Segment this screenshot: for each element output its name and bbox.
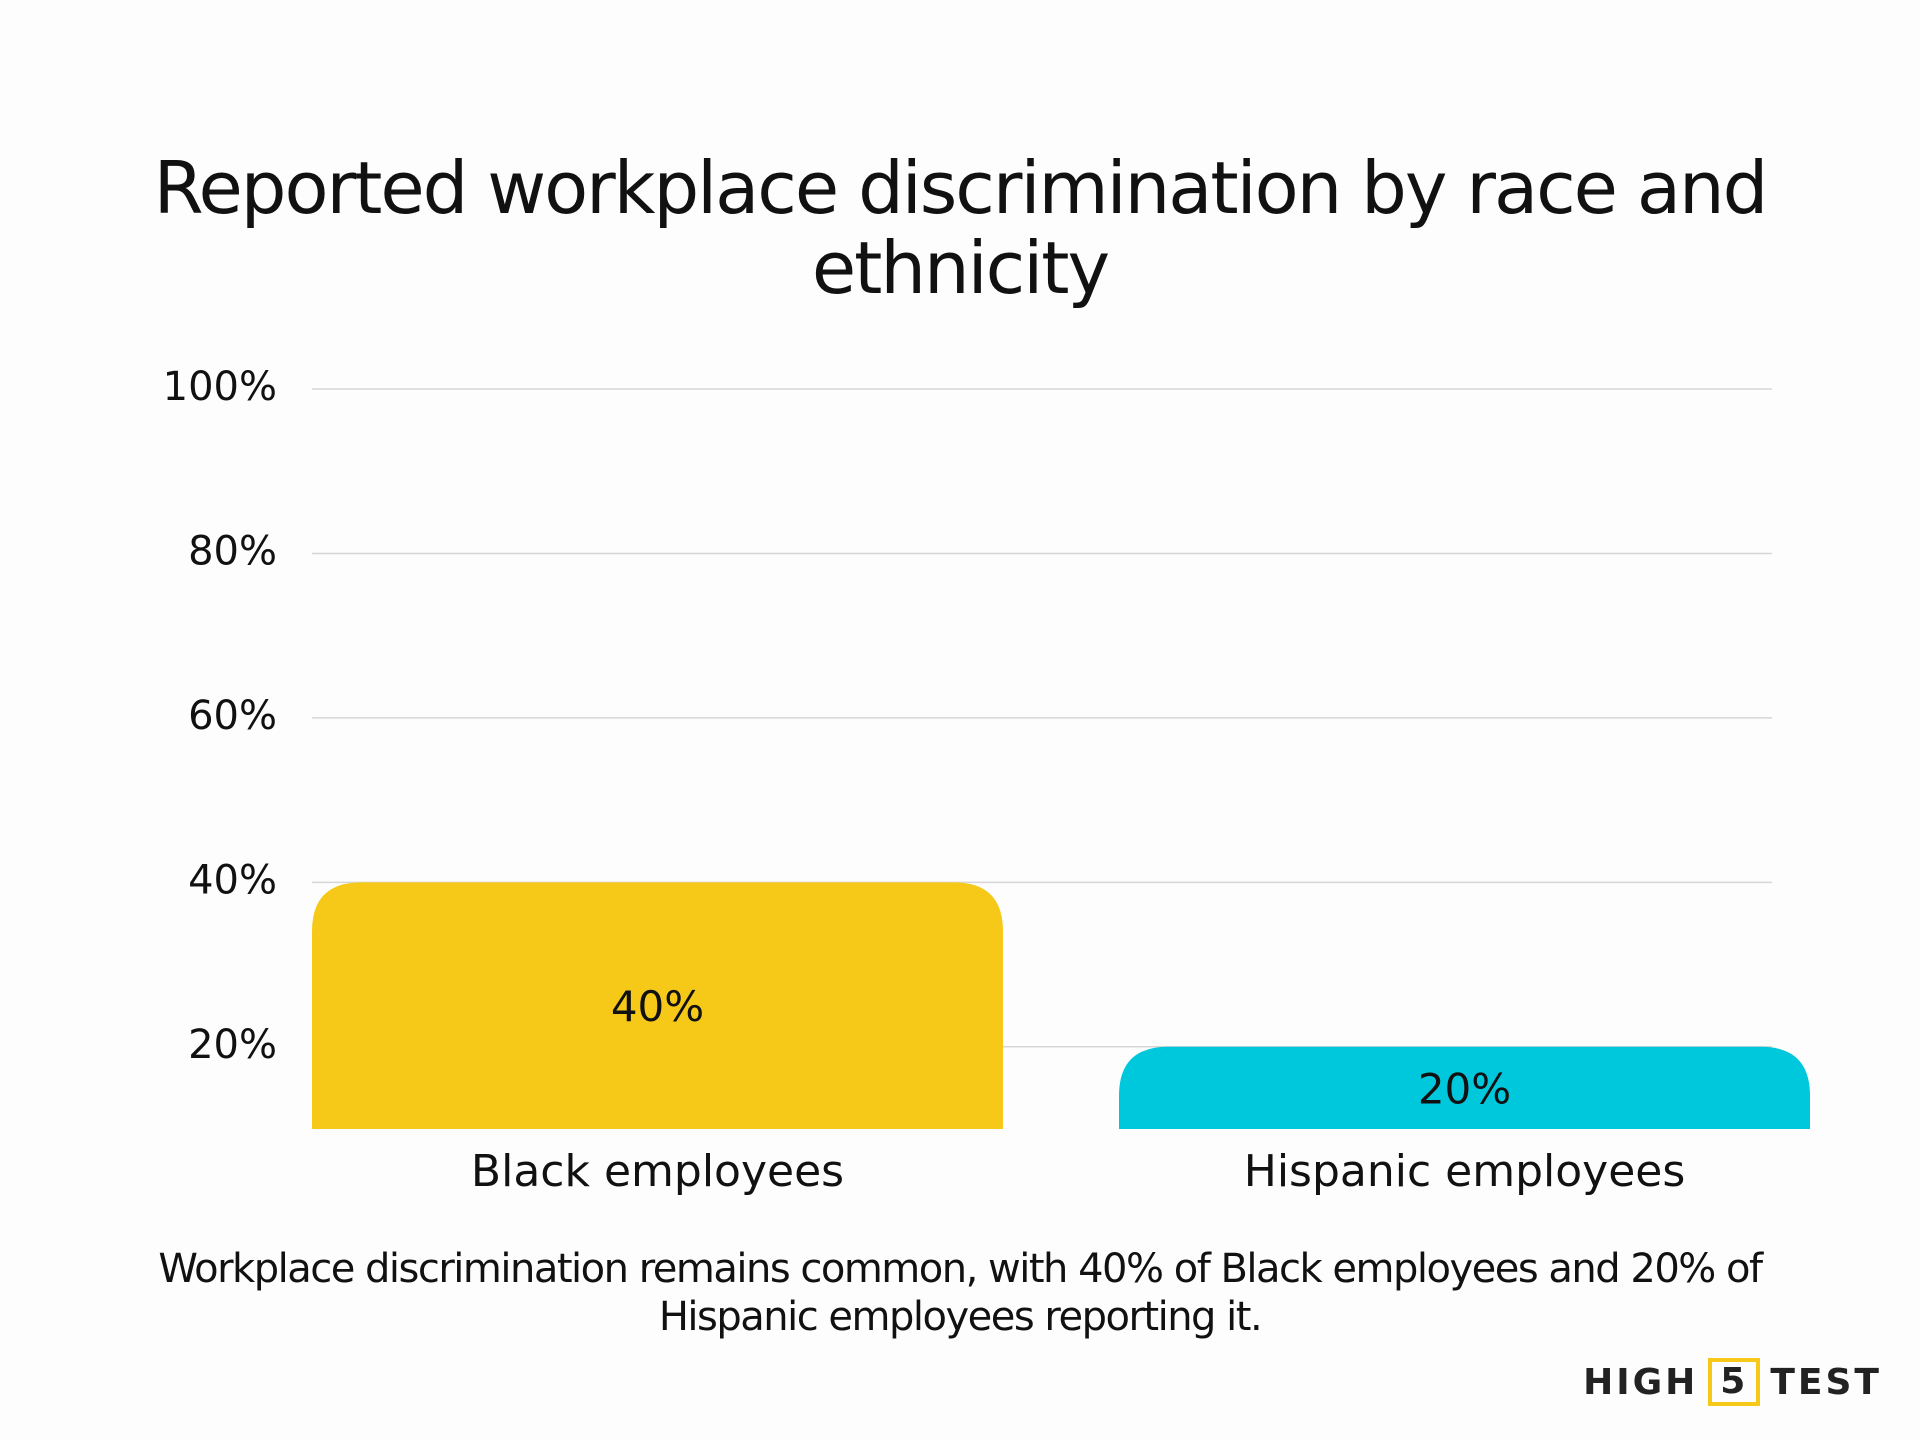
- logo: HIGH 5 TEST: [1583, 1358, 1882, 1406]
- logo-badge: 5: [1708, 1358, 1761, 1406]
- y-tick-label: 20%: [188, 1022, 277, 1068]
- y-tick-label: 60%: [188, 693, 277, 739]
- bar: [312, 882, 1003, 1129]
- y-tick-label: 40%: [188, 857, 277, 903]
- logo-text: TEST: [1770, 1361, 1882, 1403]
- x-tick-label: Hispanic employees: [1244, 1146, 1686, 1197]
- y-tick-label: 80%: [188, 528, 277, 574]
- chart-title: Reported workplace discrimination by rac…: [153, 146, 1769, 310]
- value-label: 40%: [611, 982, 704, 1031]
- logo-text: HIGH: [1583, 1361, 1699, 1403]
- x-tick-label: Black employees: [471, 1146, 844, 1197]
- y-tick-label: 100%: [163, 364, 277, 410]
- caption: Workplace discrimination remains common,…: [158, 1246, 1763, 1340]
- bar: [1119, 1046, 1810, 1129]
- value-label: 20%: [1418, 1064, 1511, 1113]
